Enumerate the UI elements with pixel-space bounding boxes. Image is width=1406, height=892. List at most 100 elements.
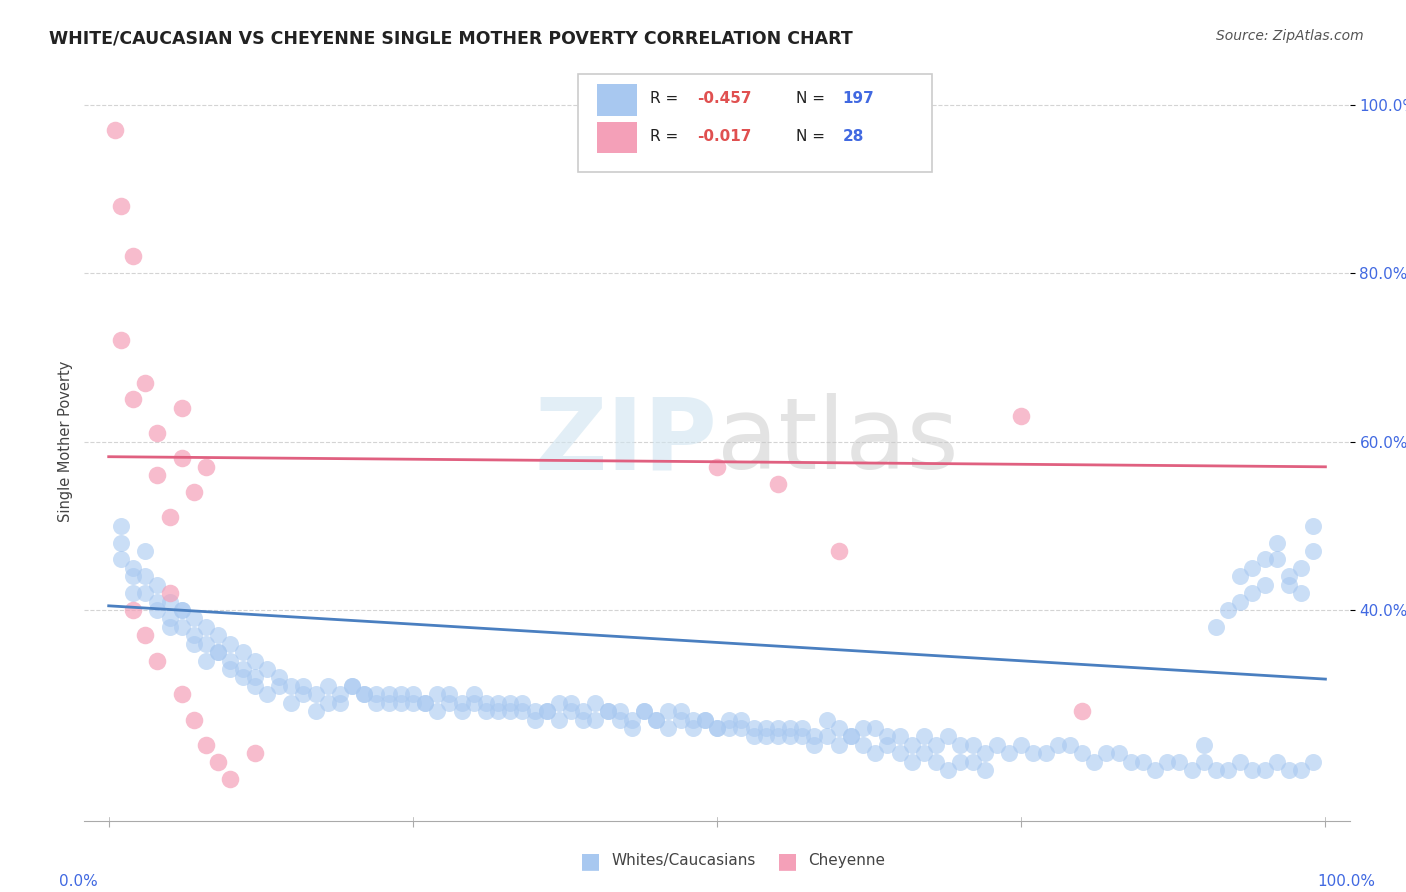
Point	[755, 730, 778, 744]
Point	[159, 594, 181, 608]
Point	[1241, 561, 1264, 575]
Point	[1071, 746, 1094, 760]
Point	[1083, 755, 1105, 769]
Point	[499, 696, 522, 710]
Point	[426, 704, 449, 718]
Point	[183, 611, 205, 625]
Point	[792, 730, 814, 744]
Point	[803, 730, 825, 744]
Point	[718, 713, 741, 727]
Point	[962, 755, 984, 769]
FancyBboxPatch shape	[598, 121, 637, 153]
Text: -0.017: -0.017	[697, 129, 751, 145]
Text: -0.457: -0.457	[697, 91, 751, 106]
Point	[402, 696, 425, 710]
Y-axis label: Single Mother Poverty: Single Mother Poverty	[58, 361, 73, 522]
Point	[110, 334, 132, 348]
Point	[572, 704, 595, 718]
Point	[1071, 704, 1094, 718]
Point	[1192, 755, 1215, 769]
Point	[583, 713, 606, 727]
Point	[548, 696, 571, 710]
Point	[170, 687, 193, 701]
Point	[170, 620, 193, 634]
Point	[146, 578, 169, 592]
Point	[1010, 409, 1032, 424]
Point	[219, 772, 242, 786]
Point	[730, 721, 752, 735]
Point	[146, 594, 169, 608]
Point	[475, 704, 498, 718]
Point	[620, 713, 643, 727]
Point	[706, 459, 728, 474]
Text: 0.0%: 0.0%	[59, 874, 98, 888]
Point	[1095, 746, 1118, 760]
Point	[755, 721, 778, 735]
Point	[1216, 763, 1239, 777]
Point	[669, 704, 692, 718]
Point	[1289, 586, 1312, 600]
Point	[596, 704, 619, 718]
Point	[219, 637, 242, 651]
Point	[195, 459, 218, 474]
Point	[146, 468, 169, 483]
Point	[852, 721, 875, 735]
Point	[536, 704, 558, 718]
Point	[389, 687, 412, 701]
Point	[340, 679, 363, 693]
Point	[450, 704, 472, 718]
Point	[450, 696, 472, 710]
Point	[499, 704, 522, 718]
Point	[122, 561, 145, 575]
Point	[134, 544, 156, 558]
Point	[682, 721, 704, 735]
Point	[304, 704, 326, 718]
Point	[486, 696, 509, 710]
Point	[1059, 738, 1081, 752]
Point	[207, 755, 229, 769]
Point	[170, 451, 193, 466]
Point	[1278, 578, 1301, 592]
Point	[353, 687, 375, 701]
Text: Whites/Caucasians: Whites/Caucasians	[612, 854, 756, 868]
Point	[609, 713, 631, 727]
Point	[267, 679, 290, 693]
Point	[766, 730, 789, 744]
FancyBboxPatch shape	[578, 74, 932, 172]
Point	[828, 544, 851, 558]
Point	[170, 401, 193, 415]
Point	[852, 738, 875, 752]
Point	[706, 721, 728, 735]
Point	[1241, 763, 1264, 777]
Point	[292, 687, 315, 701]
Point	[900, 738, 922, 752]
Point	[583, 696, 606, 710]
Point	[122, 249, 145, 263]
Text: Cheyenne: Cheyenne	[808, 854, 886, 868]
Text: atlas: atlas	[717, 393, 959, 490]
Point	[876, 738, 898, 752]
Point	[134, 569, 156, 583]
Point	[1302, 544, 1324, 558]
Point	[134, 376, 156, 390]
Point	[463, 687, 485, 701]
Point	[1253, 552, 1275, 566]
Point	[1205, 763, 1227, 777]
Point	[439, 687, 461, 701]
Text: ■: ■	[581, 851, 600, 871]
Point	[159, 586, 181, 600]
Point	[815, 730, 838, 744]
Point	[1119, 755, 1142, 769]
Point	[256, 662, 278, 676]
Text: Source: ZipAtlas.com: Source: ZipAtlas.com	[1216, 29, 1364, 44]
Point	[329, 687, 352, 701]
Point	[973, 746, 995, 760]
Point	[1253, 763, 1275, 777]
Point	[609, 704, 631, 718]
Point	[936, 730, 959, 744]
Point	[742, 730, 765, 744]
Point	[207, 628, 229, 642]
Point	[159, 611, 181, 625]
Text: WHITE/CAUCASIAN VS CHEYENNE SINGLE MOTHER POVERTY CORRELATION CHART: WHITE/CAUCASIAN VS CHEYENNE SINGLE MOTHE…	[49, 29, 853, 47]
Point	[1192, 738, 1215, 752]
